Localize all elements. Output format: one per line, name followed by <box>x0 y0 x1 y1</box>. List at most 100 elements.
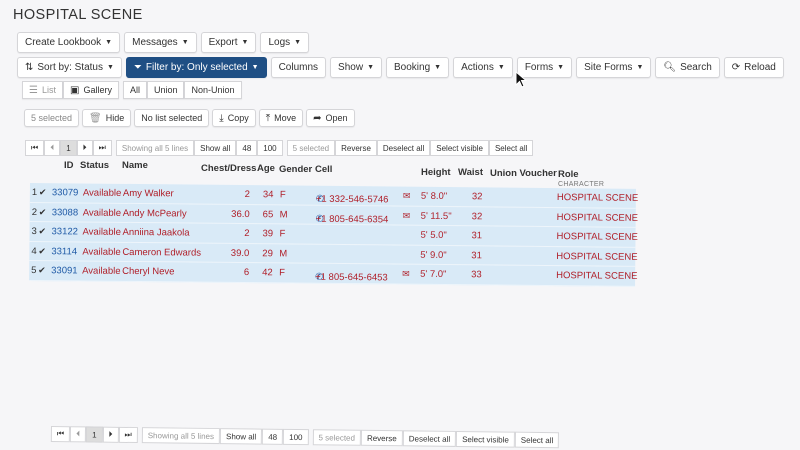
row-name[interactable]: Amy Walker <box>122 187 174 200</box>
current-page-label: 1 <box>66 143 71 153</box>
show-button[interactable]: Show ▼ <box>330 57 382 78</box>
row-name[interactable]: Anniina Jaakola <box>122 226 190 239</box>
column-header-height[interactable]: Height <box>421 167 451 178</box>
first-page-button[interactable]: ⏮ <box>25 140 45 156</box>
row-id-link[interactable]: 33122 <box>51 226 79 238</box>
next-page-button[interactable]: ⏵ <box>102 426 119 443</box>
reverse-button[interactable]: Reverse <box>360 429 403 447</box>
sms-icon[interactable]: ✉ <box>402 210 411 221</box>
filter-all-button[interactable]: All <box>122 81 147 99</box>
list-select[interactable]: No list selected <box>134 109 210 127</box>
actions-button[interactable]: Actions ▼ <box>453 57 513 78</box>
last-page-button[interactable]: ⏭ <box>92 140 112 156</box>
deselect-all-button[interactable]: Deselect all <box>402 430 457 447</box>
column-header-role[interactable]: Role <box>558 169 579 180</box>
row-name[interactable]: Andy McPearly <box>122 207 187 220</box>
column-header-name[interactable]: Name <box>122 160 148 171</box>
current-page-button[interactable]: 1 <box>60 140 77 156</box>
column-header-status[interactable]: Status <box>80 160 110 171</box>
column-header-waist[interactable]: Waist <box>458 167 483 178</box>
row-id-link[interactable]: 33091 <box>51 265 78 277</box>
list-select-label: No list selected <box>141 113 203 123</box>
select-all-button[interactable]: Select all <box>488 140 534 156</box>
row-chest: 2 <box>244 189 250 201</box>
column-header-chest[interactable]: Chest/Dress <box>201 163 257 174</box>
row-id-link[interactable]: 33088 <box>51 206 79 218</box>
export-label: Export <box>208 37 238 48</box>
check-icon[interactable]: ✔ <box>38 187 47 198</box>
selection-action-bar: 5 selected 🗑︎ Hide No list selected ⤓ Copy… <box>24 109 358 127</box>
export-button[interactable]: Export ▼ <box>200 32 257 53</box>
copy-button[interactable]: ⤓ Copy <box>212 109 256 127</box>
download-icon: ⤓ <box>219 112 224 124</box>
select-visible-button[interactable]: Select visible <box>456 430 515 448</box>
reverse-button[interactable]: Reverse <box>335 140 377 156</box>
page-size-48-button[interactable]: 48 <box>236 140 258 156</box>
booking-button[interactable]: Booking ▼ <box>386 57 450 78</box>
reload-button[interactable]: ⟳ Reload <box>723 57 784 78</box>
next-page-button[interactable]: ⏵ <box>76 140 93 156</box>
row-number: 2 <box>31 206 38 218</box>
row-name[interactable]: Cheryl Neve <box>122 265 175 278</box>
sort-button[interactable]: ⇅ Sort by: Status ▼ <box>17 57 122 78</box>
last-page-button[interactable]: ⏭ <box>118 426 138 444</box>
gallery-view-button[interactable]: ▣ Gallery <box>62 81 119 99</box>
column-header-union-voucher[interactable]: Union Voucher <box>490 168 557 179</box>
select-visible-button[interactable]: Select visible <box>430 140 489 156</box>
list-view-button[interactable]: ☰ List <box>22 81 63 99</box>
page-size-100-button[interactable]: 100 <box>257 140 283 156</box>
caret-down-icon: ▼ <box>636 64 644 71</box>
prev-page-button[interactable]: ⏴ <box>44 140 61 156</box>
row-id-link[interactable]: 33114 <box>51 245 78 257</box>
search-button[interactable]: 🔍︎ Search <box>655 57 720 78</box>
hide-button[interactable]: 🗑︎ Hide <box>82 109 132 127</box>
column-header-id[interactable]: ID <box>64 160 74 171</box>
forms-button[interactable]: Forms ▼ <box>516 57 573 78</box>
image-icon: ▣ <box>69 84 80 96</box>
column-header-age[interactable]: Age <box>257 163 275 174</box>
logs-button[interactable]: Logs ▼ <box>260 32 310 53</box>
show-all-button[interactable]: Show all <box>194 140 237 156</box>
first-page-button[interactable]: ⏮ <box>50 426 71 443</box>
row-chest: 6 <box>243 267 250 279</box>
row-age: 65 <box>262 208 274 220</box>
row-height: 5' 7.0" <box>420 268 447 281</box>
create-lookbook-button[interactable]: Create Lookbook ▼ <box>17 32 121 53</box>
deselect-all-button[interactable]: Deselect all <box>376 140 431 156</box>
filter-non-union-button[interactable]: Non-Union <box>184 81 242 99</box>
check-icon[interactable]: ✔ <box>38 206 47 217</box>
caret-down-icon: ▼ <box>105 39 113 46</box>
open-button[interactable]: ➦ Open <box>306 109 355 127</box>
row-name[interactable]: Cameron Edwards <box>122 246 202 259</box>
sms-icon[interactable]: ✉ <box>402 268 410 279</box>
row-waist: 31 <box>471 249 482 261</box>
check-icon[interactable]: ✔ <box>38 265 46 276</box>
column-header-gender[interactable]: Gender <box>279 164 313 175</box>
reload-label: Reload <box>744 62 776 73</box>
row-waist: 32 <box>471 191 483 203</box>
row-id-link[interactable]: 33079 <box>51 187 79 199</box>
reload-icon: ⟳ <box>731 62 741 73</box>
messages-button[interactable]: Messages ▼ <box>124 32 197 53</box>
check-icon[interactable]: ✔ <box>38 226 47 237</box>
all-label: All <box>129 85 140 95</box>
pager-bottom: ⏮ ⏴ 1 ⏵ ⏭ Showing all 5 lines Show all 4… <box>50 426 560 449</box>
columns-button[interactable]: Columns <box>270 57 327 78</box>
filter-union-button[interactable]: Union <box>146 81 185 99</box>
last-page-icon: ⏭ <box>98 143 106 152</box>
prev-page-button[interactable]: ⏴ <box>70 426 87 443</box>
site-forms-button[interactable]: Site Forms ▼ <box>576 57 652 78</box>
move-button[interactable]: ⤒ Move <box>258 109 304 127</box>
check-icon[interactable]: ✔ <box>38 245 46 256</box>
sms-icon[interactable]: ✉ <box>402 190 411 201</box>
show-all-button[interactable]: Show all <box>219 428 263 445</box>
caret-down-icon: ▼ <box>251 64 259 71</box>
select-all-button[interactable]: Select all <box>514 431 560 449</box>
page-size-100-button[interactable]: 100 <box>283 428 309 446</box>
row-status: Available <box>82 226 121 238</box>
union-label: Union <box>153 85 178 95</box>
current-page-button[interactable]: 1 <box>86 426 103 443</box>
filter-button[interactable]: ⏷ Filter by: Only selected ▼ <box>125 57 267 78</box>
page-size-48-button[interactable]: 48 <box>262 428 284 445</box>
column-header-cell[interactable]: Cell <box>315 164 333 175</box>
